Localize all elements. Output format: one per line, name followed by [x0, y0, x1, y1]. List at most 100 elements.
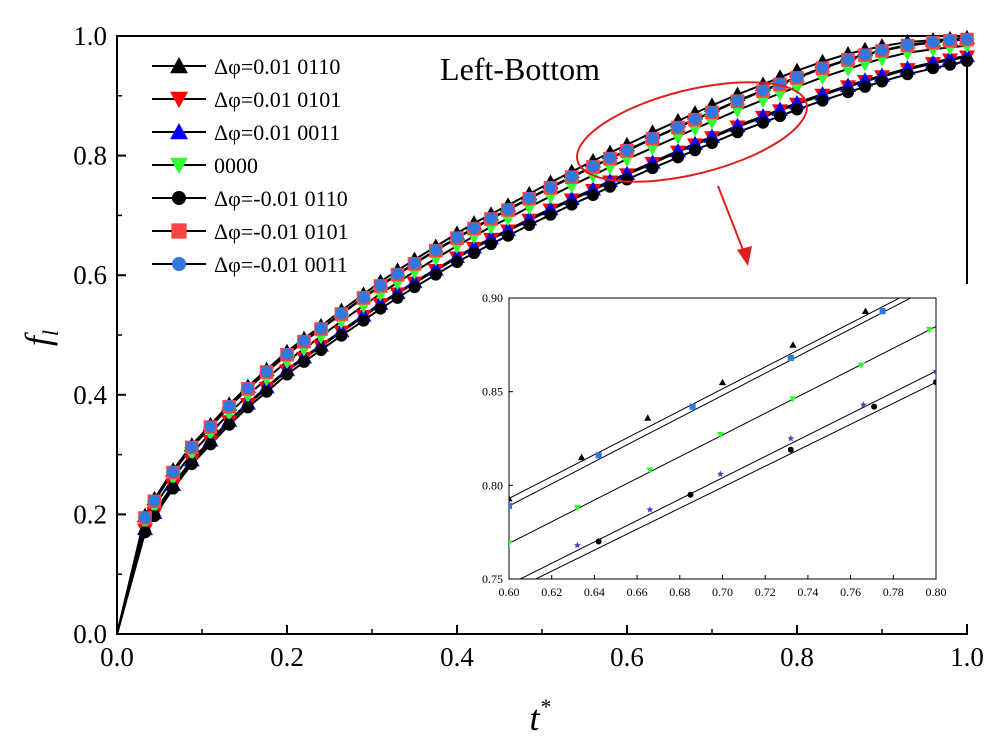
inset-x-tick-label: 0.74	[797, 585, 818, 599]
y-tick-label: 0.4	[73, 380, 107, 410]
data-point-s6-2	[148, 494, 161, 507]
inset-point-s4-5	[933, 379, 936, 386]
legend-marker	[170, 157, 188, 174]
inset-point-s2-1	[573, 504, 581, 512]
data-point-s6-24	[565, 170, 578, 183]
inset-point-s2-2	[646, 467, 654, 474]
data-point-s4-3	[167, 482, 180, 495]
svg-text:t*: t*	[529, 694, 550, 738]
data-point-s4-16	[408, 281, 421, 294]
inset-point-s3-1	[573, 541, 581, 549]
data-point-s6-43	[961, 32, 973, 45]
inset-y-tick-label: 0.90	[482, 291, 503, 305]
data-point-s6-13	[357, 291, 370, 304]
inset-point-s0-3	[718, 378, 727, 386]
data-point-s6-12	[335, 307, 348, 320]
inset-point-s3-3	[716, 470, 724, 477]
data-point-s4-26	[604, 180, 616, 193]
zoom-arrow-head	[737, 246, 752, 266]
inset-point-s1-1	[595, 452, 602, 459]
data-point-s6-26	[604, 151, 616, 164]
data-point-s4-42	[944, 58, 956, 71]
inset-point-s0-0	[509, 494, 513, 502]
legend-label: Δφ=-0.01 0110	[214, 186, 348, 211]
data-point-s6-5	[204, 420, 217, 433]
x-tick-label: 1.0	[950, 642, 984, 672]
data-point-s4-36	[816, 94, 829, 107]
inset-point-s1-3	[787, 354, 794, 362]
legend-marker	[172, 257, 186, 271]
y-axis-label-sub: l	[38, 330, 63, 336]
legend-label: Δφ=-0.01 0101	[214, 219, 349, 244]
data-point-s6-9	[281, 348, 293, 361]
y-tick-label: 0.0	[73, 619, 107, 649]
inset-point-s4-2	[687, 491, 694, 498]
data-point-s6-17	[429, 244, 442, 257]
inset-point-s1-2	[689, 403, 696, 410]
data-point-s6-38	[859, 48, 871, 61]
data-point-s6-25	[587, 160, 599, 173]
inset-point-s0-6	[932, 276, 939, 282]
x-tick-label: 0.6	[610, 642, 644, 672]
data-point-s6-30	[689, 113, 701, 126]
data-point-s4-21	[502, 229, 514, 242]
data-point-s4-19	[468, 247, 480, 260]
inset-x-tick-label: 0.80	[926, 585, 947, 599]
data-point-s6-20	[485, 212, 497, 225]
data-point-s6-10	[298, 334, 310, 347]
data-point-s4-29	[672, 151, 684, 164]
legend-marker	[170, 57, 188, 74]
legend-label: 0000	[214, 153, 258, 178]
inset-x-tick-label: 0.72	[755, 585, 776, 599]
data-point-s6-32	[731, 94, 744, 107]
data-point-s4-38	[859, 80, 871, 93]
data-point-s6-27	[621, 144, 633, 157]
inset-series-line-2	[509, 326, 936, 544]
data-point-s4-17	[429, 268, 442, 281]
inset-point-s2-5	[857, 362, 865, 370]
inset-point-s0-2	[644, 414, 652, 421]
data-point-s6-21	[502, 203, 514, 216]
data-point-s4-11	[315, 343, 327, 356]
zoom-highlight-ellipse	[576, 81, 808, 183]
data-point-s4-10	[298, 355, 310, 368]
data-point-s4-37	[842, 86, 854, 99]
data-point-s4-20	[485, 238, 497, 251]
inset-point-s2-6	[925, 326, 934, 334]
legend-marker	[170, 91, 188, 108]
data-point-s4-31	[706, 137, 718, 150]
y-tick-label: 1.0	[73, 21, 107, 51]
data-point-s6-1	[139, 511, 152, 524]
inset-point-s1-4	[879, 308, 886, 315]
x-tick-label: 0.0	[100, 642, 134, 672]
legend-label: Δφ=0.01 0011	[214, 120, 340, 145]
data-point-s6-29	[672, 120, 684, 133]
inset-point-s0-1	[577, 453, 586, 461]
inset-x-tick-label: 0.60	[499, 585, 520, 599]
data-point-s4-6	[223, 418, 236, 431]
inset-series-line-0	[509, 298, 901, 500]
data-point-s4-8	[260, 385, 273, 398]
legend-marker	[170, 123, 188, 140]
inset-point-s2-4	[789, 396, 797, 403]
data-point-s6-14	[374, 279, 387, 292]
data-point-s6-22	[523, 192, 536, 205]
legend-label: Δφ=0.01 0101	[214, 87, 341, 112]
inset-point-s0-5	[861, 307, 870, 314]
x-axis-label-main: t	[529, 698, 540, 738]
data-point-s6-3	[167, 465, 180, 478]
data-point-s4-34	[774, 110, 786, 123]
x-tick-label: 0.4	[440, 642, 474, 672]
chart-title: Left-Bottom	[440, 51, 600, 87]
inset-x-tick-label: 0.70	[712, 585, 733, 599]
data-point-s4-24	[565, 198, 578, 211]
data-point-s6-42	[944, 34, 956, 47]
inset-point-s4-3	[787, 446, 794, 453]
data-point-s4-35	[791, 103, 803, 116]
inset-point-s2-3	[716, 431, 724, 439]
x-axis-label-sup: *	[540, 694, 551, 719]
data-point-s4-33	[757, 116, 769, 129]
y-tick-label: 0.6	[73, 260, 107, 290]
x-tick-label: 0.2	[270, 642, 304, 672]
